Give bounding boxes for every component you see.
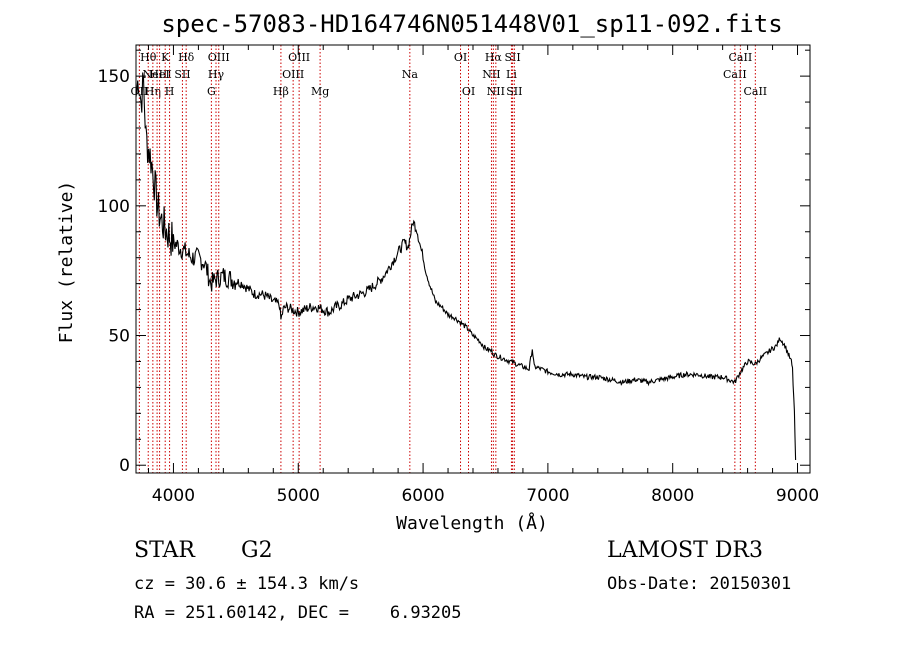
spectral-line-label: Mg bbox=[311, 85, 329, 98]
spectral-line-label: Hθ bbox=[140, 51, 157, 64]
object-subclass: G2 bbox=[241, 538, 273, 563]
x-tick-label: 7000 bbox=[526, 486, 569, 506]
object-class: STAR bbox=[134, 538, 195, 563]
spectral-line-markers: OIIHθHηNeIIIHeIKHSIIHδGHγOIIIHβOIIIOIIIM… bbox=[131, 45, 767, 473]
y-tick-label: 50 bbox=[108, 327, 130, 347]
spectrum-series bbox=[135, 72, 797, 461]
coordinates: RA = 251.60142, DEC = 6.93205 bbox=[134, 603, 462, 623]
spectral-line-label: HeI bbox=[149, 68, 169, 81]
spectral-line-label: NII bbox=[482, 68, 500, 81]
spectral-line-label: NeIII bbox=[143, 68, 172, 81]
spectral-line-label: OIII bbox=[288, 51, 310, 64]
spectral-line-label: CaII bbox=[723, 68, 747, 81]
spectral-line-label: H bbox=[165, 85, 175, 98]
x-tick-label: 6000 bbox=[401, 486, 444, 506]
y-axis-label: Flux (relative) bbox=[56, 181, 77, 344]
spectral-line-label: K bbox=[161, 51, 170, 64]
redshift-cz: cz = 30.6 ± 154.3 km/s bbox=[134, 574, 360, 594]
spectral-line-label: OI bbox=[454, 51, 467, 64]
x-tick-label: 4000 bbox=[152, 486, 195, 506]
spectral-line-label: SII bbox=[504, 51, 520, 64]
spectral-line-label: Hη bbox=[145, 85, 161, 98]
axes: 4000 5000 6000 7000 8000 9000 0 50 100 150 bbox=[98, 45, 819, 506]
spectral-line-label: Li bbox=[506, 68, 517, 81]
spectrum-line bbox=[135, 72, 797, 461]
spectral-line-label: SII bbox=[506, 85, 522, 98]
chart-title: spec-57083-HD164746N051448V01_sp11-092.f… bbox=[161, 10, 782, 38]
x-tick-label: 8000 bbox=[651, 486, 694, 506]
spectral-line-label: G bbox=[207, 85, 216, 98]
x-axis-label: Wavelength (Å) bbox=[396, 512, 548, 534]
spectral-line-label: OIII bbox=[208, 51, 230, 64]
spectral-line-label: OI bbox=[462, 85, 475, 98]
spectral-line-label: SII bbox=[174, 68, 190, 81]
spectral-line-label: Hγ bbox=[208, 68, 225, 81]
y-tick-label: 100 bbox=[98, 197, 130, 217]
y-tick-label: 150 bbox=[98, 67, 130, 87]
spectral-line-label: CaII bbox=[729, 51, 753, 64]
spectral-line-label: NII bbox=[487, 85, 505, 98]
spectral-line-label: Na bbox=[402, 68, 419, 81]
x-tick-label: 9000 bbox=[776, 486, 819, 506]
survey-label: LAMOST DR3 bbox=[607, 538, 763, 563]
observation-date: Obs-Date: 20150301 bbox=[607, 574, 792, 594]
spectral-line-label: OIII bbox=[282, 68, 304, 81]
spectral-line-label: Hα bbox=[485, 51, 503, 64]
spectral-line-label: Hβ bbox=[273, 85, 289, 98]
y-tick-label: 0 bbox=[119, 456, 130, 476]
x-tick-label: 5000 bbox=[277, 486, 320, 506]
plot-frame bbox=[135, 44, 811, 474]
spectral-line-label: CaII bbox=[743, 85, 767, 98]
spectral-line-label: Hδ bbox=[178, 51, 195, 64]
